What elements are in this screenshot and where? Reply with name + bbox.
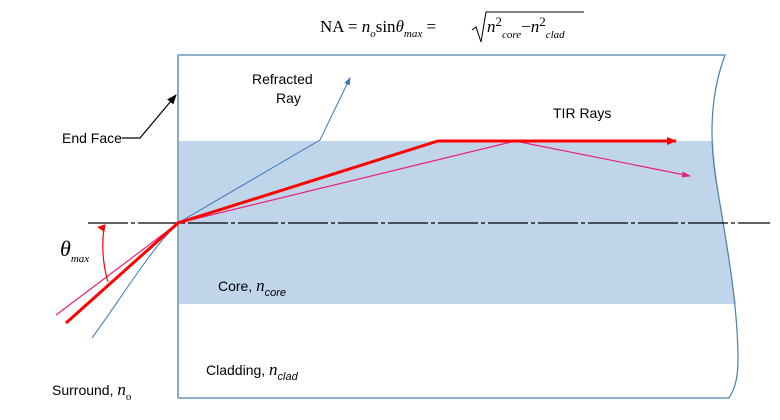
na-equation: NA = nosinθmax =	[320, 17, 436, 41]
surround-label: Surround, no	[52, 380, 132, 403]
theta-max-arc	[97, 224, 109, 283]
na-equation-radicand: n2core−n2clad	[487, 14, 565, 41]
cladding-label: Cladding, nclad	[206, 360, 299, 383]
sqrt-sign	[471, 11, 584, 43]
theta-max-label: θmax	[60, 236, 89, 265]
core-label: Core, ncore	[218, 276, 286, 299]
skew-ray	[55, 140, 691, 316]
end-face-label: End Face	[62, 130, 122, 146]
refracted-ray-label-line1: Refracted	[252, 71, 313, 87]
tir-ray	[65, 137, 677, 325]
end-face-pointer	[122, 94, 177, 139]
fiber-cladding-outline	[177, 54, 739, 399]
tir-rays-label: TIR Rays	[553, 105, 611, 121]
refracted-ray-label-line2: Ray	[276, 90, 301, 106]
